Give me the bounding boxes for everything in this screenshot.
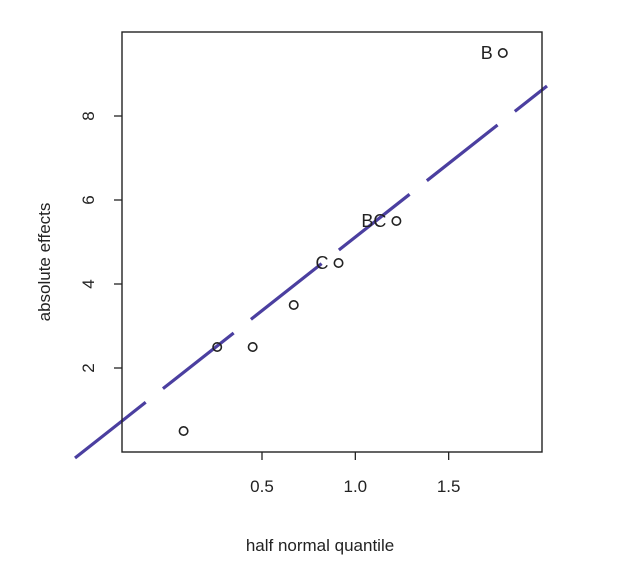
point-label: B [481, 43, 493, 63]
reference-line [74, 84, 548, 460]
data-point [288, 299, 299, 310]
reference-line-segment [74, 84, 548, 460]
y-axis: 2 4 6 8 [79, 111, 122, 373]
data-point [247, 341, 258, 352]
point-label: C [316, 253, 329, 273]
y-tick-label: 6 [79, 195, 98, 204]
x-axis-title: half normal quantile [246, 536, 394, 555]
data-points: C BC B [178, 43, 508, 436]
y-tick-label: 4 [79, 279, 98, 288]
plot-frame [121, 31, 543, 453]
x-tick-label: 1.0 [344, 477, 368, 496]
data-point [212, 341, 223, 352]
data-point [333, 257, 344, 268]
data-point [178, 425, 189, 436]
x-tick-label: 0.5 [250, 477, 274, 496]
y-tick-label: 8 [79, 111, 98, 120]
data-point [391, 216, 402, 227]
y-tick-label: 2 [79, 363, 98, 372]
y-axis-title: absolute effects [35, 203, 54, 322]
x-axis: 0.5 1.0 1.5 [250, 452, 460, 496]
point-label: BC [361, 211, 386, 231]
data-point [497, 47, 508, 58]
x-tick-label: 1.5 [437, 477, 461, 496]
